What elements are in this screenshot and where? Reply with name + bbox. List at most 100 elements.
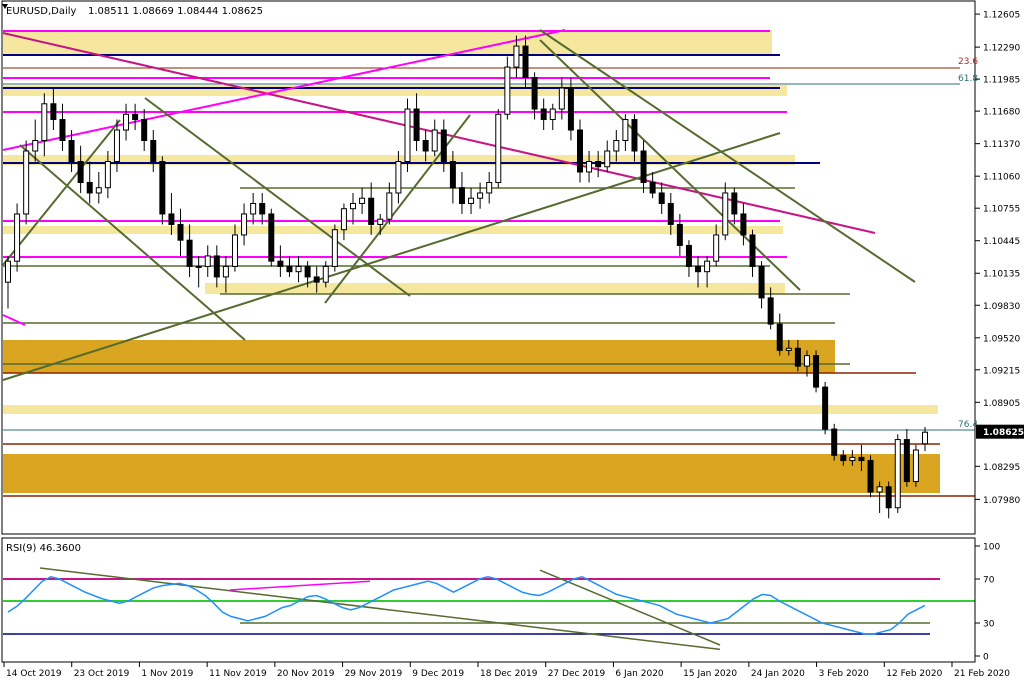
candle xyxy=(32,119,39,162)
trendline-9 xyxy=(2,314,26,326)
candle xyxy=(558,77,565,120)
bear-candle-body xyxy=(458,187,465,204)
bear-candle-body xyxy=(77,160,84,183)
trendline-7 xyxy=(2,119,121,266)
bull-candle-body xyxy=(803,355,810,367)
price-axis-label: 1.08905 xyxy=(983,399,1020,409)
bull-candle-body xyxy=(513,45,520,68)
rsi-axis-label: 70 xyxy=(983,576,995,586)
bear-candle-body xyxy=(776,323,783,351)
candle xyxy=(894,434,901,514)
bull-candle-body xyxy=(495,113,502,183)
bear-candle-body xyxy=(449,160,456,189)
rsi-line xyxy=(7,576,926,635)
bear-candle-body xyxy=(304,265,311,278)
price-axis-label: 1.10755 xyxy=(983,205,1020,215)
bull-candle-body xyxy=(104,160,111,189)
bull-candle-body xyxy=(295,265,302,273)
candle xyxy=(622,114,629,152)
bull-candle-body xyxy=(222,265,229,278)
candle xyxy=(822,381,829,435)
candle xyxy=(404,98,411,172)
bull-candle-body xyxy=(722,192,729,236)
candle xyxy=(586,151,593,183)
bull-candle-body xyxy=(486,181,493,194)
candle xyxy=(676,213,683,256)
bull-candle-body xyxy=(359,197,366,204)
candle xyxy=(740,203,747,246)
price-pane-border xyxy=(1,0,976,535)
bull-candle-body xyxy=(204,255,211,267)
candle xyxy=(295,255,302,283)
price-axis-label: 1.09215 xyxy=(983,366,1020,376)
time-axis-label: 6 Jan 2020 xyxy=(615,669,663,679)
time-axis-label: 11 Nov 2019 xyxy=(209,669,267,679)
candle xyxy=(813,350,820,393)
bear-candle-body xyxy=(440,129,447,162)
bull-candle-body xyxy=(558,87,565,110)
time-axis-label: 12 Feb 2020 xyxy=(886,669,942,679)
bull-candle-body xyxy=(785,347,792,351)
price-axis-label: 1.12605 xyxy=(983,11,1020,21)
bear-candle-body xyxy=(286,265,293,273)
bull-candle-body xyxy=(549,108,556,121)
candle xyxy=(867,455,874,498)
rsi-panel: 100 70 30 0 xyxy=(3,543,1000,663)
chart-frame xyxy=(1,0,976,663)
bull-candle-body xyxy=(322,265,329,283)
time-axis-label: 14 Oct 2019 xyxy=(6,669,62,679)
candle xyxy=(513,35,520,78)
bull-candle-body xyxy=(912,449,919,483)
candle xyxy=(213,245,220,288)
bear-candle-body xyxy=(740,213,747,236)
bear-candle-body xyxy=(640,150,647,183)
price-axis-label: 1.07980 xyxy=(983,496,1020,506)
bull-candle-body xyxy=(41,103,48,142)
candle xyxy=(858,444,865,472)
candle xyxy=(177,208,184,256)
zone-6 xyxy=(3,405,938,414)
bear-candle-body xyxy=(150,140,157,162)
candle xyxy=(922,426,928,452)
bear-candle-body xyxy=(368,197,375,225)
candle xyxy=(486,171,493,204)
time-axis-label: 23 Oct 2019 xyxy=(74,669,130,679)
candle xyxy=(776,313,783,356)
candle xyxy=(449,151,456,204)
time-axis-label: 3 Feb 2020 xyxy=(819,669,870,679)
candle xyxy=(613,130,620,162)
candle xyxy=(277,245,284,277)
time-axis-label: 20 Nov 2019 xyxy=(277,669,335,679)
bear-candle-body xyxy=(159,160,166,215)
bear-candle-body xyxy=(676,223,683,246)
zone-5 xyxy=(3,340,835,373)
candle xyxy=(431,119,438,157)
bear-candle-body xyxy=(767,297,774,325)
candle xyxy=(831,423,838,461)
candle xyxy=(422,130,429,162)
candle xyxy=(304,261,311,288)
bear-candle-body xyxy=(86,181,93,194)
bear-candle-body xyxy=(277,260,284,267)
candle xyxy=(840,450,847,466)
candle xyxy=(468,187,475,214)
zone-0 xyxy=(3,30,772,55)
bull-candle-body xyxy=(477,192,484,199)
candle xyxy=(413,93,420,152)
candle xyxy=(23,140,30,225)
candle xyxy=(259,192,266,225)
rsi-axis-label: 0 xyxy=(983,653,989,663)
time-axis-label: 18 Dec 2019 xyxy=(480,669,538,679)
rsi-title: RSI(9) 46.3600 xyxy=(6,543,81,554)
candle xyxy=(695,255,702,288)
candle xyxy=(141,109,148,152)
price-axis-label: 1.11985 xyxy=(983,76,1020,86)
bear-candle-body xyxy=(59,119,66,142)
candle xyxy=(186,224,193,277)
candle xyxy=(41,93,48,157)
bear-candle-body xyxy=(313,276,320,283)
trendline-4 xyxy=(144,97,411,297)
candle xyxy=(313,266,320,293)
bear-candle-body xyxy=(422,140,429,152)
